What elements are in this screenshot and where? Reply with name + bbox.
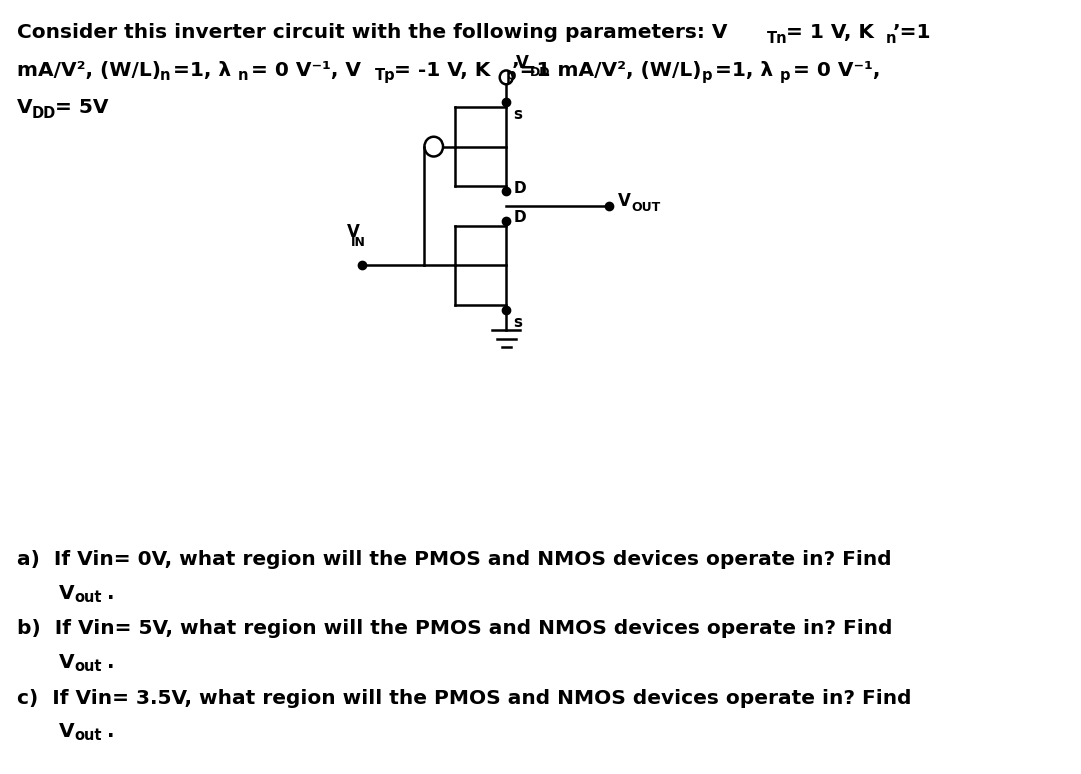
- Text: DD: DD: [32, 106, 56, 121]
- Text: .: .: [99, 584, 115, 603]
- Text: Tn: Tn: [766, 31, 788, 46]
- Text: V: V: [59, 584, 75, 603]
- Text: = 1 V, K: = 1 V, K: [779, 23, 875, 42]
- Text: = -1 V, K: = -1 V, K: [387, 60, 490, 80]
- Text: a)  If Vin= 0V, what region will the PMOS and NMOS devices operate in? Find: a) If Vin= 0V, what region will the PMOS…: [17, 550, 892, 569]
- Text: V: V: [516, 54, 529, 73]
- Text: s: s: [513, 315, 523, 330]
- Text: p: p: [506, 68, 516, 84]
- Text: =1, λ: =1, λ: [708, 60, 773, 80]
- Text: V: V: [59, 722, 75, 741]
- Text: V: V: [347, 223, 359, 241]
- Text: D: D: [513, 211, 526, 225]
- Text: V: V: [17, 98, 32, 117]
- Text: = 0 V⁻¹, V: = 0 V⁻¹, V: [243, 60, 361, 80]
- Text: s: s: [513, 107, 523, 122]
- Text: Tp: Tp: [374, 68, 395, 84]
- Text: Consider this inverter circuit with the following parameters: V: Consider this inverter circuit with the …: [17, 23, 728, 42]
- Text: V: V: [618, 192, 630, 210]
- Text: = 5V: = 5V: [55, 98, 109, 117]
- Text: out: out: [74, 728, 102, 743]
- Text: = 0 V⁻¹,: = 0 V⁻¹,: [786, 60, 880, 80]
- Text: IN: IN: [351, 237, 365, 249]
- Text: b)  If Vin= 5V, what region will the PMOS and NMOS devices operate in? Find: b) If Vin= 5V, what region will the PMOS…: [17, 619, 893, 639]
- Text: OUT: OUT: [631, 201, 660, 214]
- Text: out: out: [74, 659, 102, 674]
- Text: V: V: [59, 653, 75, 672]
- Text: ’=1: ’=1: [892, 23, 931, 42]
- Text: p: p: [779, 68, 790, 84]
- Text: out: out: [74, 590, 102, 604]
- Text: n: n: [886, 31, 896, 46]
- Text: .: .: [99, 722, 115, 741]
- Text: c)  If Vin= 3.5V, what region will the PMOS and NMOS devices operate in? Find: c) If Vin= 3.5V, what region will the PM…: [17, 689, 911, 707]
- Text: n: n: [160, 68, 171, 84]
- Text: =1, λ: =1, λ: [166, 60, 231, 80]
- Text: ’=1 mA/V², (W/L): ’=1 mA/V², (W/L): [511, 60, 702, 80]
- Text: DD: DD: [530, 67, 550, 80]
- Text: .: .: [99, 653, 115, 672]
- Text: p: p: [702, 68, 712, 84]
- Text: mA/V², (W/L): mA/V², (W/L): [17, 60, 161, 80]
- Text: n: n: [238, 68, 248, 84]
- Text: D: D: [513, 180, 526, 196]
